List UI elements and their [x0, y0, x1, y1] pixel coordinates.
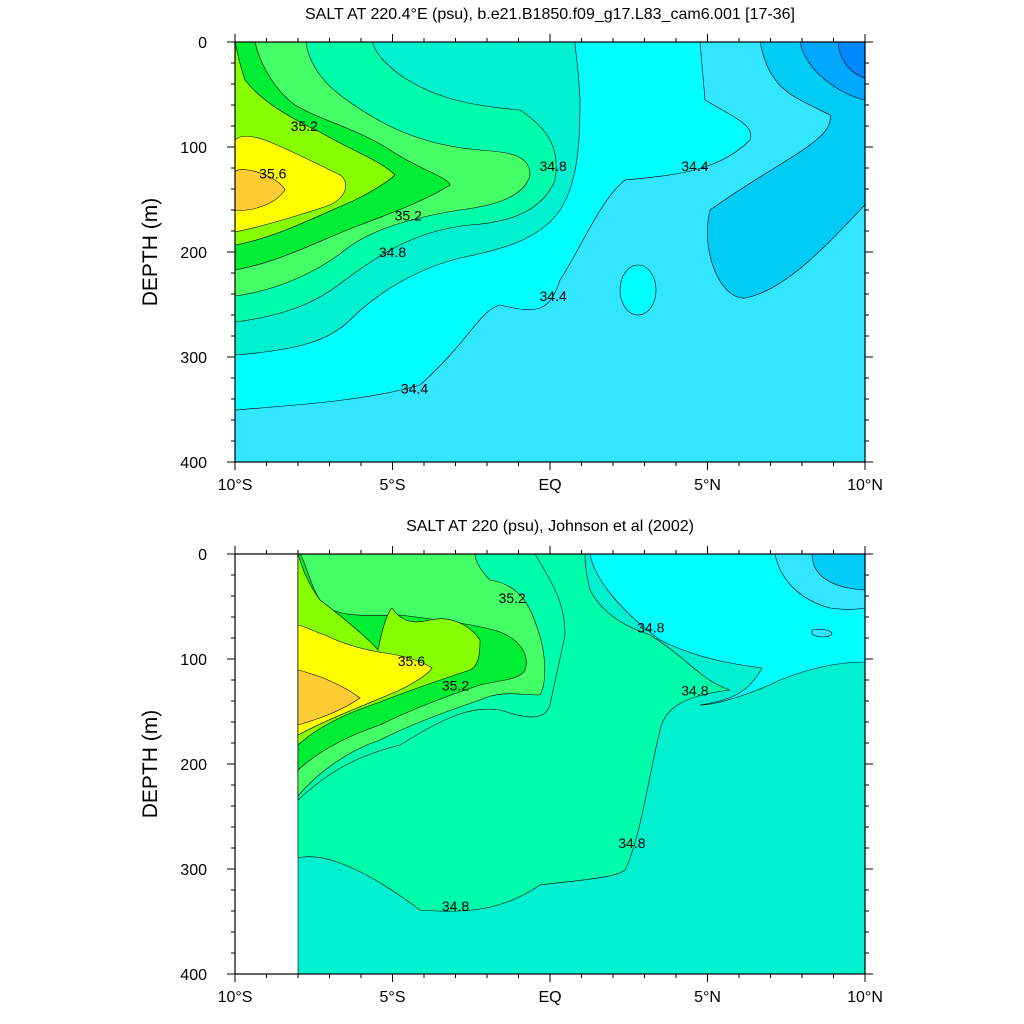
contour-fill-34.4 [589, 554, 865, 706]
panel-bottom-field [235, 554, 865, 974]
contour-fill-pocket [811, 628, 833, 638]
contour-fill-36.0 [297, 669, 361, 726]
x-tick-label: 5°N [694, 989, 721, 1006]
x-tick-label: EQ [538, 989, 561, 1006]
contour-label: 34.4 [540, 288, 567, 304]
panel-top-ticks: 10°S 5°S EQ 5°N 10°N 0 100 200 300 400 [180, 34, 883, 494]
contour-label: 35.2 [395, 207, 422, 223]
y-tick-label: 400 [180, 967, 207, 984]
contour-label: 34.8 [540, 158, 567, 174]
y-tick-label: 300 [180, 350, 207, 367]
y-tick-label: 0 [198, 547, 207, 564]
y-tick-label: 400 [180, 455, 207, 472]
contour-label: 35.2 [442, 677, 469, 693]
contour-label: 34.8 [379, 244, 406, 260]
contour-label: 34.8 [442, 898, 469, 914]
panel-bottom-contour-labels: 35.2 35.6 35.2 34.8 34.8 34.8 34.8 [398, 590, 709, 914]
panel-top-contour-labels: 35.2 35.6 35.2 34.8 34.8 34.4 34.4 34.4 [259, 118, 709, 397]
y-tick-label: 0 [198, 35, 207, 52]
x-tick-label: 5°S [380, 989, 406, 1006]
x-tick-label: 10°N [847, 477, 883, 494]
x-tick-label: 10°S [218, 989, 253, 1006]
no-data-region [235, 554, 298, 974]
contour-fill-35.8 [235, 135, 346, 233]
panel-top-y-axis-label: DEPTH (m) [139, 198, 162, 307]
contour-fill-blob-34.6 [619, 264, 657, 316]
panel-bottom-title: SALT AT 220 (psu), Johnson et al (2002) [406, 518, 694, 535]
contour-label: 35.2 [499, 590, 526, 606]
panel-bottom-ticks: 10°S 5°S EQ 5°N 10°N 0 100 200 300 400 [180, 546, 883, 1006]
y-tick-label: 200 [180, 245, 207, 262]
contour-label: 35.2 [291, 118, 318, 134]
contour-label: 34.8 [618, 835, 645, 851]
contour-label: 34.4 [401, 381, 428, 397]
x-tick-label: EQ [538, 477, 561, 494]
x-tick-label: 10°S [218, 477, 253, 494]
contour-label: 35.6 [259, 165, 286, 181]
y-tick-label: 100 [180, 652, 207, 669]
contour-fill-34.2 [707, 42, 865, 299]
x-tick-label: 5°N [694, 477, 721, 494]
panel-top: SALT AT 220.4°E (psu), b.e21.B1850.f09_g… [139, 6, 883, 494]
x-tick-label: 5°S [380, 477, 406, 494]
contour-fill-33.8 [837, 42, 865, 79]
contour-label: 34.8 [681, 683, 708, 699]
y-tick-label: 200 [180, 757, 207, 774]
panel-top-title: SALT AT 220.4°E (psu), b.e21.B1850.f09_g… [305, 6, 795, 23]
contour-label: 35.6 [398, 653, 425, 669]
panel-bottom-y-axis-label: DEPTH (m) [139, 710, 162, 819]
x-tick-label: 10°N [847, 989, 883, 1006]
contour-fill-36.0 [235, 169, 286, 211]
panel-top-field [235, 42, 865, 462]
y-tick-label: 100 [180, 140, 207, 157]
panel-bottom: SALT AT 220 (psu), Johnson et al (2002) [139, 518, 883, 1006]
y-tick-label: 300 [180, 862, 207, 879]
contour-label: 34.8 [637, 620, 664, 636]
contour-label: 34.4 [681, 158, 708, 174]
